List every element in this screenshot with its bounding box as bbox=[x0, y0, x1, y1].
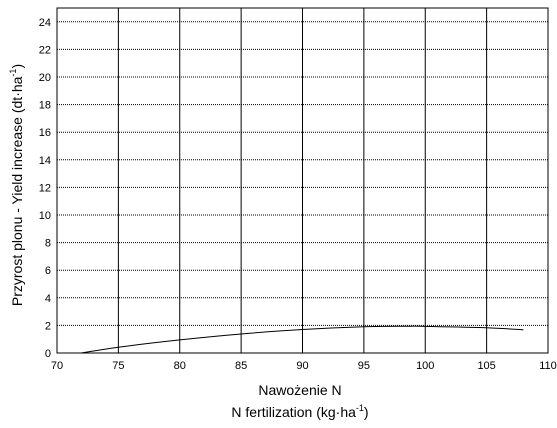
y-axis-title-sup: -1 bbox=[8, 69, 18, 77]
y-tick-label: 22 bbox=[39, 44, 51, 56]
series-line-0 bbox=[81, 325, 524, 354]
x-tick-label: 110 bbox=[539, 360, 557, 372]
y-axis-title-main: Przyrost plonu - Yield increase (dt·ha bbox=[9, 76, 25, 306]
x-tick-label: 105 bbox=[477, 360, 495, 372]
x-tick-labels: 70 75 80 85 90 95 100 105 110 bbox=[51, 360, 557, 372]
x-tick-label: 100 bbox=[416, 360, 434, 372]
grid bbox=[56, 8, 549, 354]
y-tick-label: 6 bbox=[45, 265, 51, 277]
y-tick-label: 16 bbox=[39, 127, 51, 139]
x-tick-label: 95 bbox=[358, 360, 370, 372]
y-tick-label: 18 bbox=[39, 100, 51, 112]
y-tick-label: 12 bbox=[39, 182, 51, 194]
x-tick-label: 70 bbox=[51, 360, 63, 372]
y-tick-label: 10 bbox=[39, 210, 51, 222]
y-axis-title: Przyrost plonu - Yield increase (dt·ha-1… bbox=[8, 64, 25, 306]
y-tick-label: 8 bbox=[45, 238, 51, 250]
x-tick-label: 75 bbox=[112, 360, 124, 372]
y-tick-label: 14 bbox=[39, 155, 51, 167]
y-tick-label: 24 bbox=[39, 17, 51, 29]
y-tick-label: 2 bbox=[45, 320, 51, 332]
x-tick-label: 90 bbox=[296, 360, 308, 372]
x-axis-title-sup: -1 bbox=[356, 403, 364, 413]
y-tick-label: 4 bbox=[45, 293, 51, 305]
plot-frame bbox=[56, 7, 549, 354]
x-axis-title-line2: N fertilization (kg·ha-1) bbox=[231, 403, 368, 420]
series-layer bbox=[81, 325, 524, 354]
x-axis-title-line1: Nawożenie N bbox=[258, 382, 341, 398]
y-axis-title-end: ) bbox=[9, 64, 25, 69]
x-axis-title-end: ) bbox=[364, 404, 369, 420]
x-tick-label: 80 bbox=[174, 360, 186, 372]
x-axis-title-main: N fertilization (kg·ha bbox=[231, 404, 356, 420]
x-tick-label: 85 bbox=[235, 360, 247, 372]
y-tick-label: 20 bbox=[39, 72, 51, 84]
y-tick-label: 0 bbox=[45, 348, 51, 360]
